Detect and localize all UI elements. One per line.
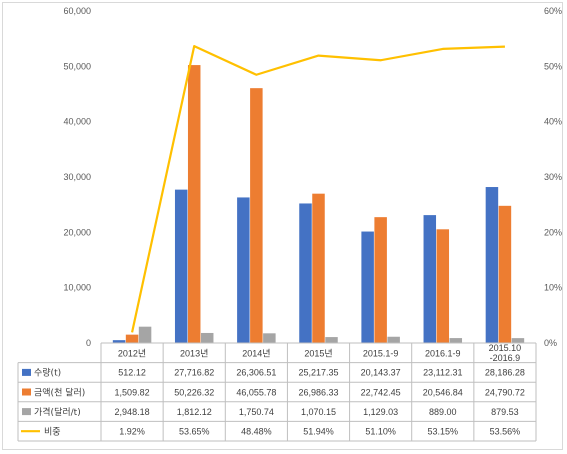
category-label: 2012년	[118, 348, 146, 358]
bar-1-7	[485, 187, 499, 343]
legend-label-3: 가격(달러/t)	[34, 406, 81, 418]
bar-3-7	[511, 338, 525, 343]
y-right-tick-label: 60%	[544, 6, 562, 16]
category-label: 2014년	[242, 348, 270, 358]
table-cell: 53.56%	[490, 427, 521, 437]
bar-2-6	[436, 229, 450, 343]
table-cell: 26,306.51	[236, 368, 276, 378]
table-cell: 27,716.82	[174, 368, 214, 378]
y-left-tick-label: 30,000	[63, 172, 91, 182]
bar-3-2	[200, 332, 214, 343]
bar-1-1	[112, 340, 126, 343]
bar-3-4	[325, 337, 338, 343]
table-cell: 26,986.33	[298, 387, 338, 397]
bar-2-2	[187, 65, 201, 344]
y-right-tick-label: 10%	[544, 283, 562, 293]
line-series-share	[130, 45, 505, 333]
bar-1-6	[423, 215, 437, 343]
y-right-tick-label: 0%	[544, 338, 557, 348]
table-cell: 24,790.72	[485, 387, 525, 397]
table-cell: 28,186.28	[485, 368, 525, 378]
table-cell: 53.65%	[179, 427, 210, 437]
table-cell: 20,546.84	[423, 387, 463, 397]
y-left-tick-label: 60,000	[63, 6, 91, 16]
bar-1-2	[174, 189, 188, 343]
y-left-tick-label: 20,000	[63, 227, 91, 237]
y-left-tick-label: 10,000	[63, 283, 91, 293]
table-cell: 23,112.31	[423, 368, 462, 378]
table-cell: 1,509.82	[115, 387, 150, 397]
table-cell: 1.92%	[119, 427, 145, 437]
y-right-tick-label: 20%	[544, 227, 562, 237]
bar-2-3	[250, 88, 263, 343]
legend-key-2	[22, 388, 31, 396]
y-left-tick-label: 0	[86, 338, 91, 348]
y-left-tick-label: 40,000	[63, 117, 91, 127]
table-cell: 512.12	[118, 368, 146, 378]
table-cell: 2,948.18	[115, 407, 150, 417]
category-label: 2015.1-9	[363, 348, 399, 358]
table-cell: 22,742.45	[361, 387, 401, 397]
bar-3-6	[449, 338, 463, 343]
table-cell: 46,055.78	[236, 387, 276, 397]
legend-label-1: 수량(t)	[34, 367, 61, 379]
table-cell: 53.15%	[428, 427, 459, 437]
bar-2-7	[498, 205, 512, 343]
chart-frame	[2, 2, 563, 450]
bar-2-5	[374, 217, 387, 343]
table-cell: 1,070.15	[301, 407, 336, 417]
y-right-tick-label: 30%	[544, 172, 562, 182]
legend-key-3	[22, 408, 31, 416]
bar-1-3	[237, 197, 250, 343]
category-label: 2016.1-9	[425, 348, 461, 358]
legend-key-1	[22, 368, 31, 376]
y-left-tick-label: 50,000	[63, 61, 91, 71]
bar-1-4	[299, 203, 312, 343]
table-cell: 25,217.35	[298, 368, 338, 378]
category-label: 2015.10 -2016.9	[489, 343, 522, 363]
table-cell: 879.53	[491, 407, 519, 417]
table-cell: 48.48%	[241, 427, 272, 437]
category-label: 2015년	[304, 348, 332, 358]
table-cell: 1,812.12	[177, 407, 212, 417]
bar-2-1	[125, 334, 139, 343]
table-cell: 1,750.74	[239, 407, 274, 417]
bar-2-4	[312, 193, 325, 343]
y-right-tick-label: 50%	[544, 61, 562, 71]
bar-3-3	[263, 333, 276, 343]
legend-label-2: 금액(천 달러)	[34, 386, 85, 398]
table-cell: 1,129.03	[363, 407, 398, 417]
table-cell: 51.94%	[303, 427, 334, 437]
table-cell: 889.00	[429, 407, 457, 417]
category-label: 2013년	[180, 348, 208, 358]
table-cell: 20,143.37	[361, 368, 401, 378]
bar-1-5	[361, 231, 374, 343]
y-right-tick-label: 40%	[544, 117, 562, 127]
bar-3-1	[138, 326, 152, 343]
legend-label-4: 비중	[44, 427, 61, 438]
bar-3-5	[387, 336, 400, 343]
table-cell: 51.10%	[365, 427, 396, 437]
table-cell: 50,226.32	[174, 387, 214, 397]
